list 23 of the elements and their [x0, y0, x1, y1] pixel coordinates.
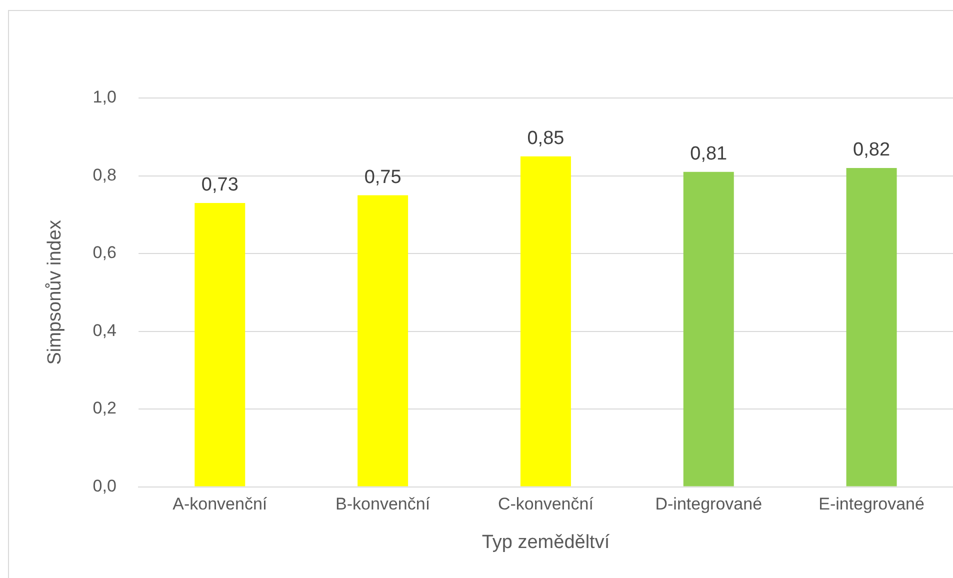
y-tick-label: 0,6 [92, 243, 116, 262]
x-tick-label: C-konvenční [498, 494, 594, 514]
x-tick-label: E-integrované [818, 494, 924, 514]
data-label: 0,85 [527, 128, 564, 150]
y-tick-label: 1,0 [92, 88, 116, 107]
y-tick-label: 0,2 [92, 398, 116, 418]
data-label: 0,82 [853, 140, 890, 161]
data-label: 0,73 [201, 174, 238, 196]
y-tick-label: 0,8 [92, 165, 116, 184]
bar [683, 172, 734, 486]
y-tick-label: 0,0 [92, 476, 116, 496]
bar [358, 195, 408, 486]
x-tick-label: A-konvenční [172, 494, 268, 514]
bar [194, 202, 246, 486]
y-tick-label: 0,4 [92, 320, 116, 340]
bar [846, 168, 897, 486]
data-label: 0,81 [690, 144, 728, 165]
x-tick-label: B-konvenční [336, 494, 430, 514]
y-axis-title: Simpsonův index [44, 220, 66, 365]
x-tick-label: D-integrované [655, 494, 762, 514]
x-axis-title: Typ zeměděltví [482, 532, 610, 553]
data-label: 0,75 [364, 166, 402, 188]
bar [520, 156, 571, 486]
